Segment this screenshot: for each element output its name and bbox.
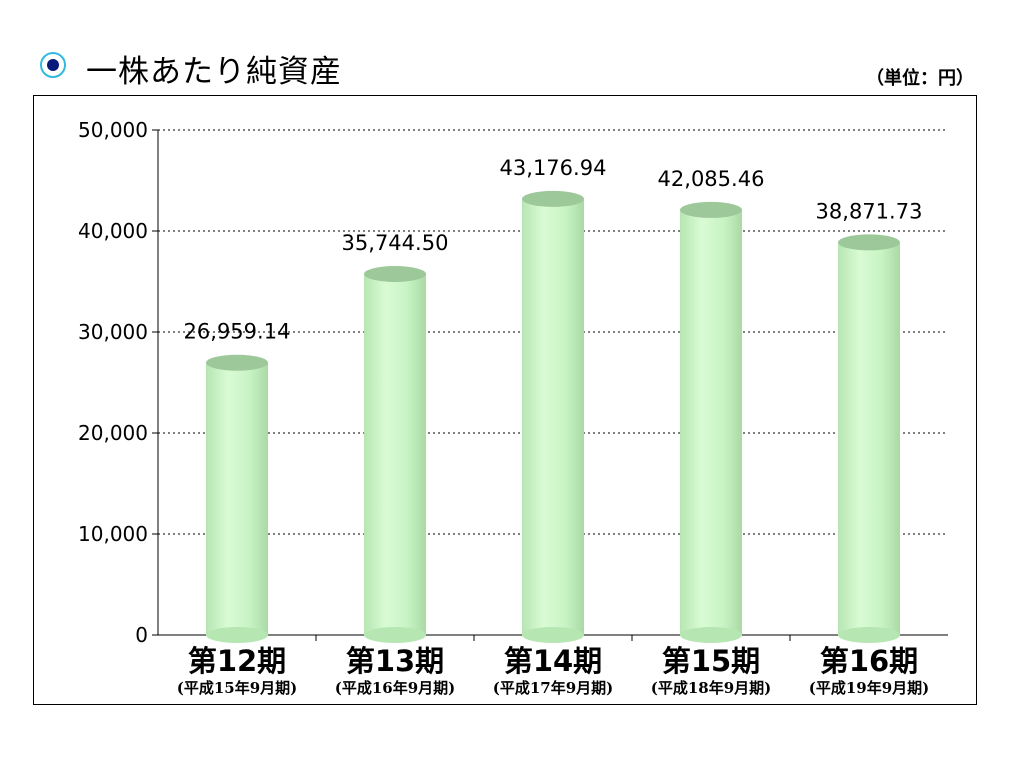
y-tick-label: 10,000: [78, 522, 148, 546]
category-sublabel: (平成18年9月期): [651, 679, 772, 697]
category-label: 第13期: [346, 644, 444, 678]
category-sublabel: (平成17年9月期): [493, 679, 614, 697]
bar: [522, 198, 584, 635]
unit-label: （単位：円）: [866, 68, 974, 89]
bar-top: [522, 190, 584, 207]
data-label: 35,744.50: [342, 231, 449, 255]
category-label: 第15期: [662, 644, 760, 678]
bar-base: [522, 627, 584, 643]
category-label: 第12期: [188, 644, 286, 678]
bar-base: [680, 627, 742, 643]
data-label: 42,085.46: [658, 167, 765, 191]
category-label: 第14期: [504, 644, 602, 678]
bar-base: [206, 627, 268, 643]
bar-top: [838, 234, 900, 251]
bar-base: [838, 627, 900, 643]
bar: [364, 273, 426, 635]
category-label: 第16期: [820, 644, 918, 678]
bar-top: [206, 354, 268, 371]
bar: [680, 209, 742, 635]
bar: [206, 362, 268, 635]
category-sublabel: (平成19年9月期): [809, 679, 930, 697]
bar: [838, 242, 900, 636]
category-sublabel: (平成16年9月期): [335, 679, 456, 697]
bar-top: [364, 265, 426, 282]
category-sublabel: (平成15年9月期): [177, 679, 298, 697]
chart-frame: [33, 95, 977, 705]
y-tick-label: 30,000: [78, 320, 148, 344]
circle-bullet-icon: [40, 52, 66, 78]
y-tick-label: 20,000: [78, 421, 148, 445]
data-label: 38,871.73: [816, 199, 923, 223]
bar-base: [364, 627, 426, 643]
bar-top: [680, 201, 742, 218]
data-label: 43,176.94: [500, 156, 607, 180]
y-tick-label: 50,000: [78, 118, 148, 142]
chart-title: 一株あたり純資産: [86, 54, 342, 90]
data-label: 26,959.14: [184, 320, 291, 344]
y-tick-label: 0: [135, 623, 148, 647]
y-tick-label: 40,000: [78, 219, 148, 243]
